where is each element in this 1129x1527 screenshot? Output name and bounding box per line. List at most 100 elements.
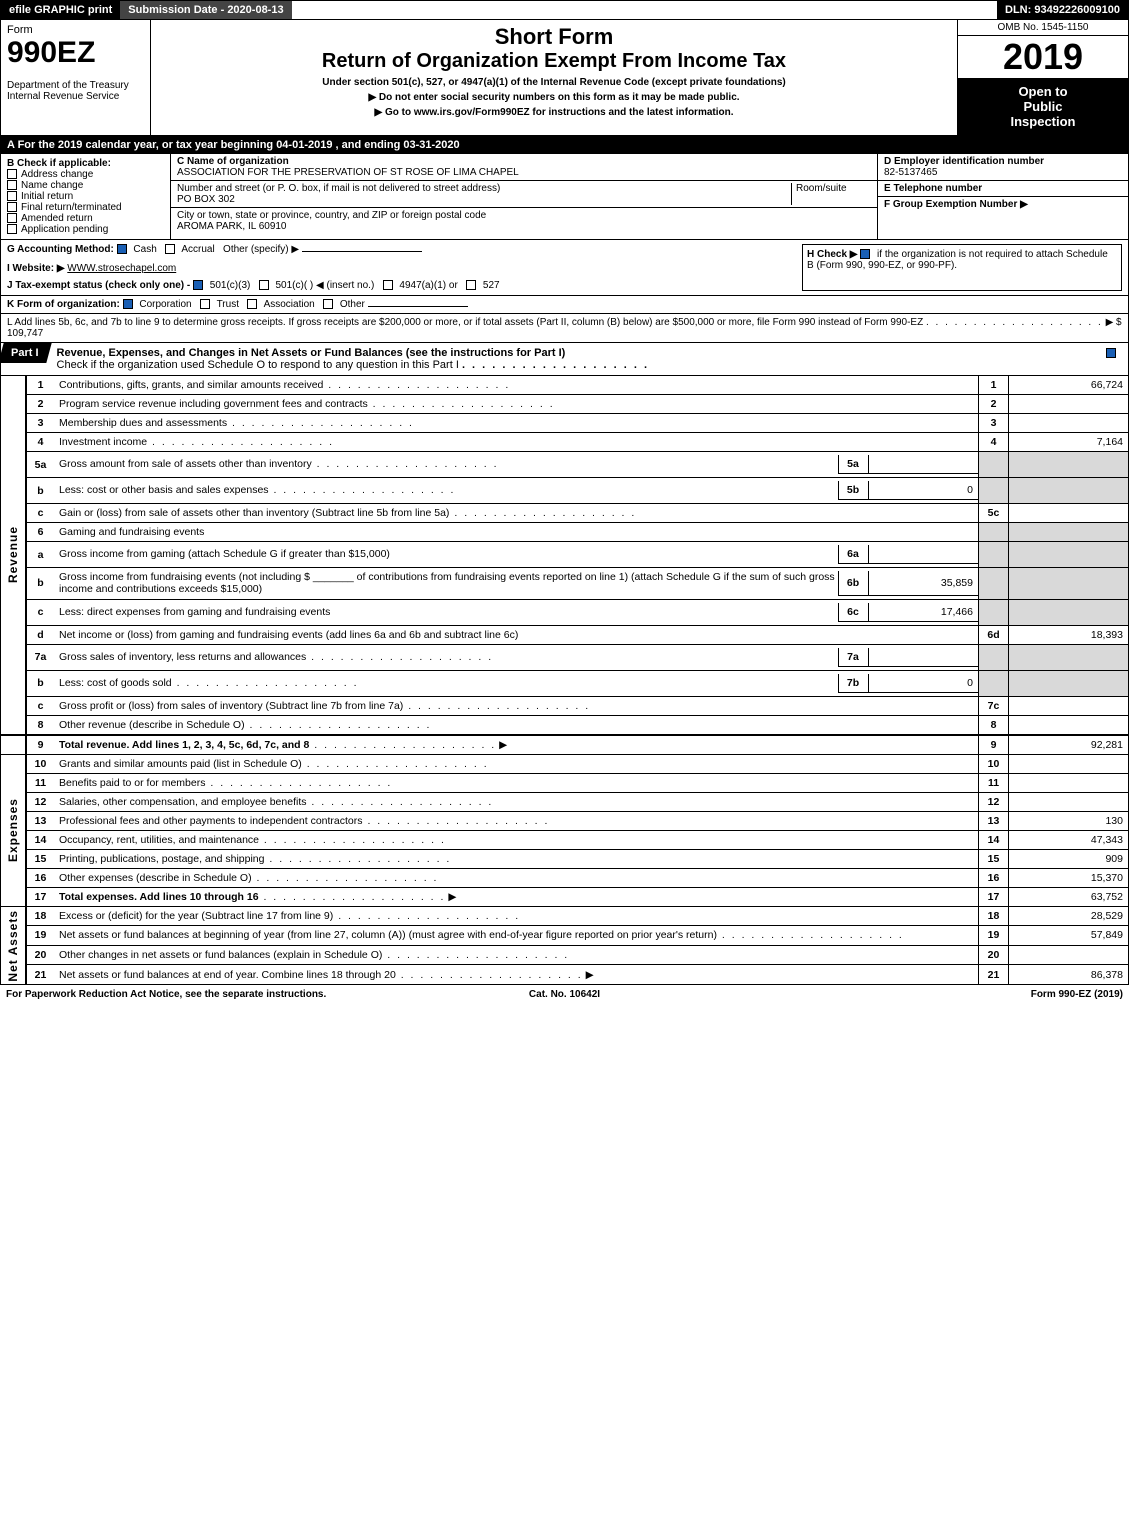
sidebar-expenses: Expenses [6,798,20,862]
label-527: 527 [483,280,500,291]
checkbox-application-pending[interactable] [7,224,17,234]
short-form-title: Short Form [159,24,949,50]
checkbox-amended-return[interactable] [7,213,17,223]
sidebar-netassets: Net Assets [6,910,20,982]
line-7a: 7a Gross sales of inventory, less return… [1,644,1129,670]
line-13: 13Professional fees and other payments t… [1,811,1129,830]
label-application-pending: Application pending [21,224,108,235]
line-9: 9 Total revenue. Add lines 1, 2, 3, 4, 5… [1,735,1129,755]
label-city: City or town, state or province, country… [177,210,486,221]
arrow-l: ▶ $ [1106,317,1122,328]
amount-l: 109,747 [7,328,43,339]
footer-center: Cat. No. 10642I [378,989,750,1000]
line-1-label: 1 [979,376,1009,395]
label-501c3: 501(c)(3) [210,280,251,291]
line-12: 12Salaries, other compensation, and empl… [1,792,1129,811]
section-l: L Add lines 5b, 6c, and 7b to line 9 to … [0,314,1129,343]
label-accrual: Accrual [181,244,214,255]
footer-left: For Paperwork Reduction Act Notice, see … [6,989,378,1000]
checkbox-initial-return[interactable] [7,191,17,201]
header-left: Form 990EZ Department of the Treasury In… [1,20,151,135]
line-5c: c Gain or (loss) from sale of assets oth… [1,504,1129,523]
checkbox-corporation[interactable] [123,299,133,309]
label-room: Room/suite [796,183,847,194]
part1-table: Revenue 1 Contributions, gifts, grants, … [0,376,1129,985]
checkbox-trust[interactable] [200,299,210,309]
label-trust: Trust [217,299,239,310]
label-4947: 4947(a)(1) or [399,280,457,291]
org-city: AROMA PARK, IL 60910 [177,221,287,232]
line-6a: a Gross income from gaming (attach Sched… [1,542,1129,568]
line-1-desc: Contributions, gifts, grants, and simila… [59,379,323,391]
checkbox-h[interactable] [860,249,870,259]
topbar-spacer [292,1,997,19]
label-org-name: C Name of organization [177,156,289,167]
text-l: L Add lines 5b, 6c, and 7b to line 9 to … [7,317,923,328]
dln-number: DLN: 93492226009100 [997,1,1128,19]
sidebar-revenue: Revenue [6,526,20,583]
label-address-change: Address change [21,169,93,180]
line-4: 4 Investment income 4 7,164 [1,433,1129,452]
line-20: 20Other changes in net assets or fund ba… [1,945,1129,965]
line-11: 11Benefits paid to or for members 11 [1,773,1129,792]
line-7c: c Gross profit or (loss) from sales of i… [1,696,1129,715]
label-cash: Cash [133,244,156,255]
line-8: 8 Other revenue (describe in Schedule O)… [1,715,1129,735]
checkbox-name-change[interactable] [7,180,17,190]
accounting-website-block: G Accounting Method: Cash Accrual Other … [0,240,1129,296]
checkbox-4947[interactable] [383,280,393,290]
line-3: 3 Membership dues and assessments 3 [1,414,1129,433]
checkbox-other-org[interactable] [323,299,333,309]
checkbox-527[interactable] [466,280,476,290]
part1-checknote: Check if the organization used Schedule … [57,359,459,371]
part1-tag: Part I [0,343,51,363]
label-association: Association [264,299,315,310]
header-note2: ▶ Go to www.irs.gov/Form990EZ for instru… [159,107,949,118]
tax-year: 2019 [958,36,1128,78]
checkbox-cash[interactable] [117,244,127,254]
line-1: Revenue 1 Contributions, gifts, grants, … [1,376,1129,395]
part1-header: Part I Revenue, Expenses, and Changes in… [0,343,1129,376]
label-website: I Website: ▶ [7,263,65,274]
section-a-tax-year: A For the 2019 calendar year, or tax yea… [0,136,1129,154]
label-telephone: E Telephone number [884,183,982,194]
checkbox-part1-schedule-o[interactable] [1106,348,1116,358]
header-center: Short Form Return of Organization Exempt… [151,20,958,135]
ein-value: 82-5137465 [884,167,937,178]
label-final-return: Final return/terminated [21,202,122,213]
label-corporation: Corporation [139,299,191,310]
line-10: Expenses 10 Grants and similar amounts p… [1,754,1129,773]
label-h-check: H Check ▶ [807,249,857,260]
section-b: B Check if applicable: Address change Na… [1,154,171,239]
checkbox-accrual[interactable] [165,244,175,254]
org-street: PO BOX 302 [177,194,235,205]
label-street: Number and street (or P. O. box, if mail… [177,183,500,194]
label-ein: D Employer identification number [884,156,1044,167]
line-6b: b Gross income from fundraising events (… [1,568,1129,600]
line-14: 14Occupancy, rent, utilities, and mainte… [1,830,1129,849]
label-name-change: Name change [21,180,83,191]
org-name: ASSOCIATION FOR THE PRESERVATION OF ST R… [177,167,519,178]
section-h: H Check ▶ if the organization is not req… [802,244,1122,291]
efile-print-button[interactable]: efile GRAPHIC print [1,1,120,19]
label-tax-exempt: J Tax-exempt status (check only one) - [7,280,190,291]
line-5a: 5a Gross amount from sale of assets othe… [1,452,1129,478]
return-title: Return of Organization Exempt From Incom… [159,50,949,73]
line-5b: b Less: cost or other basis and sales ex… [1,478,1129,504]
header-note1: ▶ Do not enter social security numbers o… [159,92,949,103]
omb-number: OMB No. 1545-1150 [958,20,1128,36]
checkbox-501c[interactable] [259,280,269,290]
checkbox-address-change[interactable] [7,169,17,179]
line-16: 16Other expenses (describe in Schedule O… [1,868,1129,887]
label-accounting-method: G Accounting Method: [7,244,114,255]
line-1-num: 1 [26,376,54,395]
checkbox-association[interactable] [247,299,257,309]
label-other-org: Other [340,299,365,310]
checkbox-final-return[interactable] [7,202,17,212]
checkbox-501c3[interactable] [193,280,203,290]
website-link[interactable]: WWW.strosechapel.com [67,263,176,274]
label-form-org: K Form of organization: [7,299,120,310]
submission-date: Submission Date - 2020-08-13 [120,1,291,19]
section-d-e-f: D Employer identification number 82-5137… [878,154,1128,239]
label-amended-return: Amended return [21,213,93,224]
